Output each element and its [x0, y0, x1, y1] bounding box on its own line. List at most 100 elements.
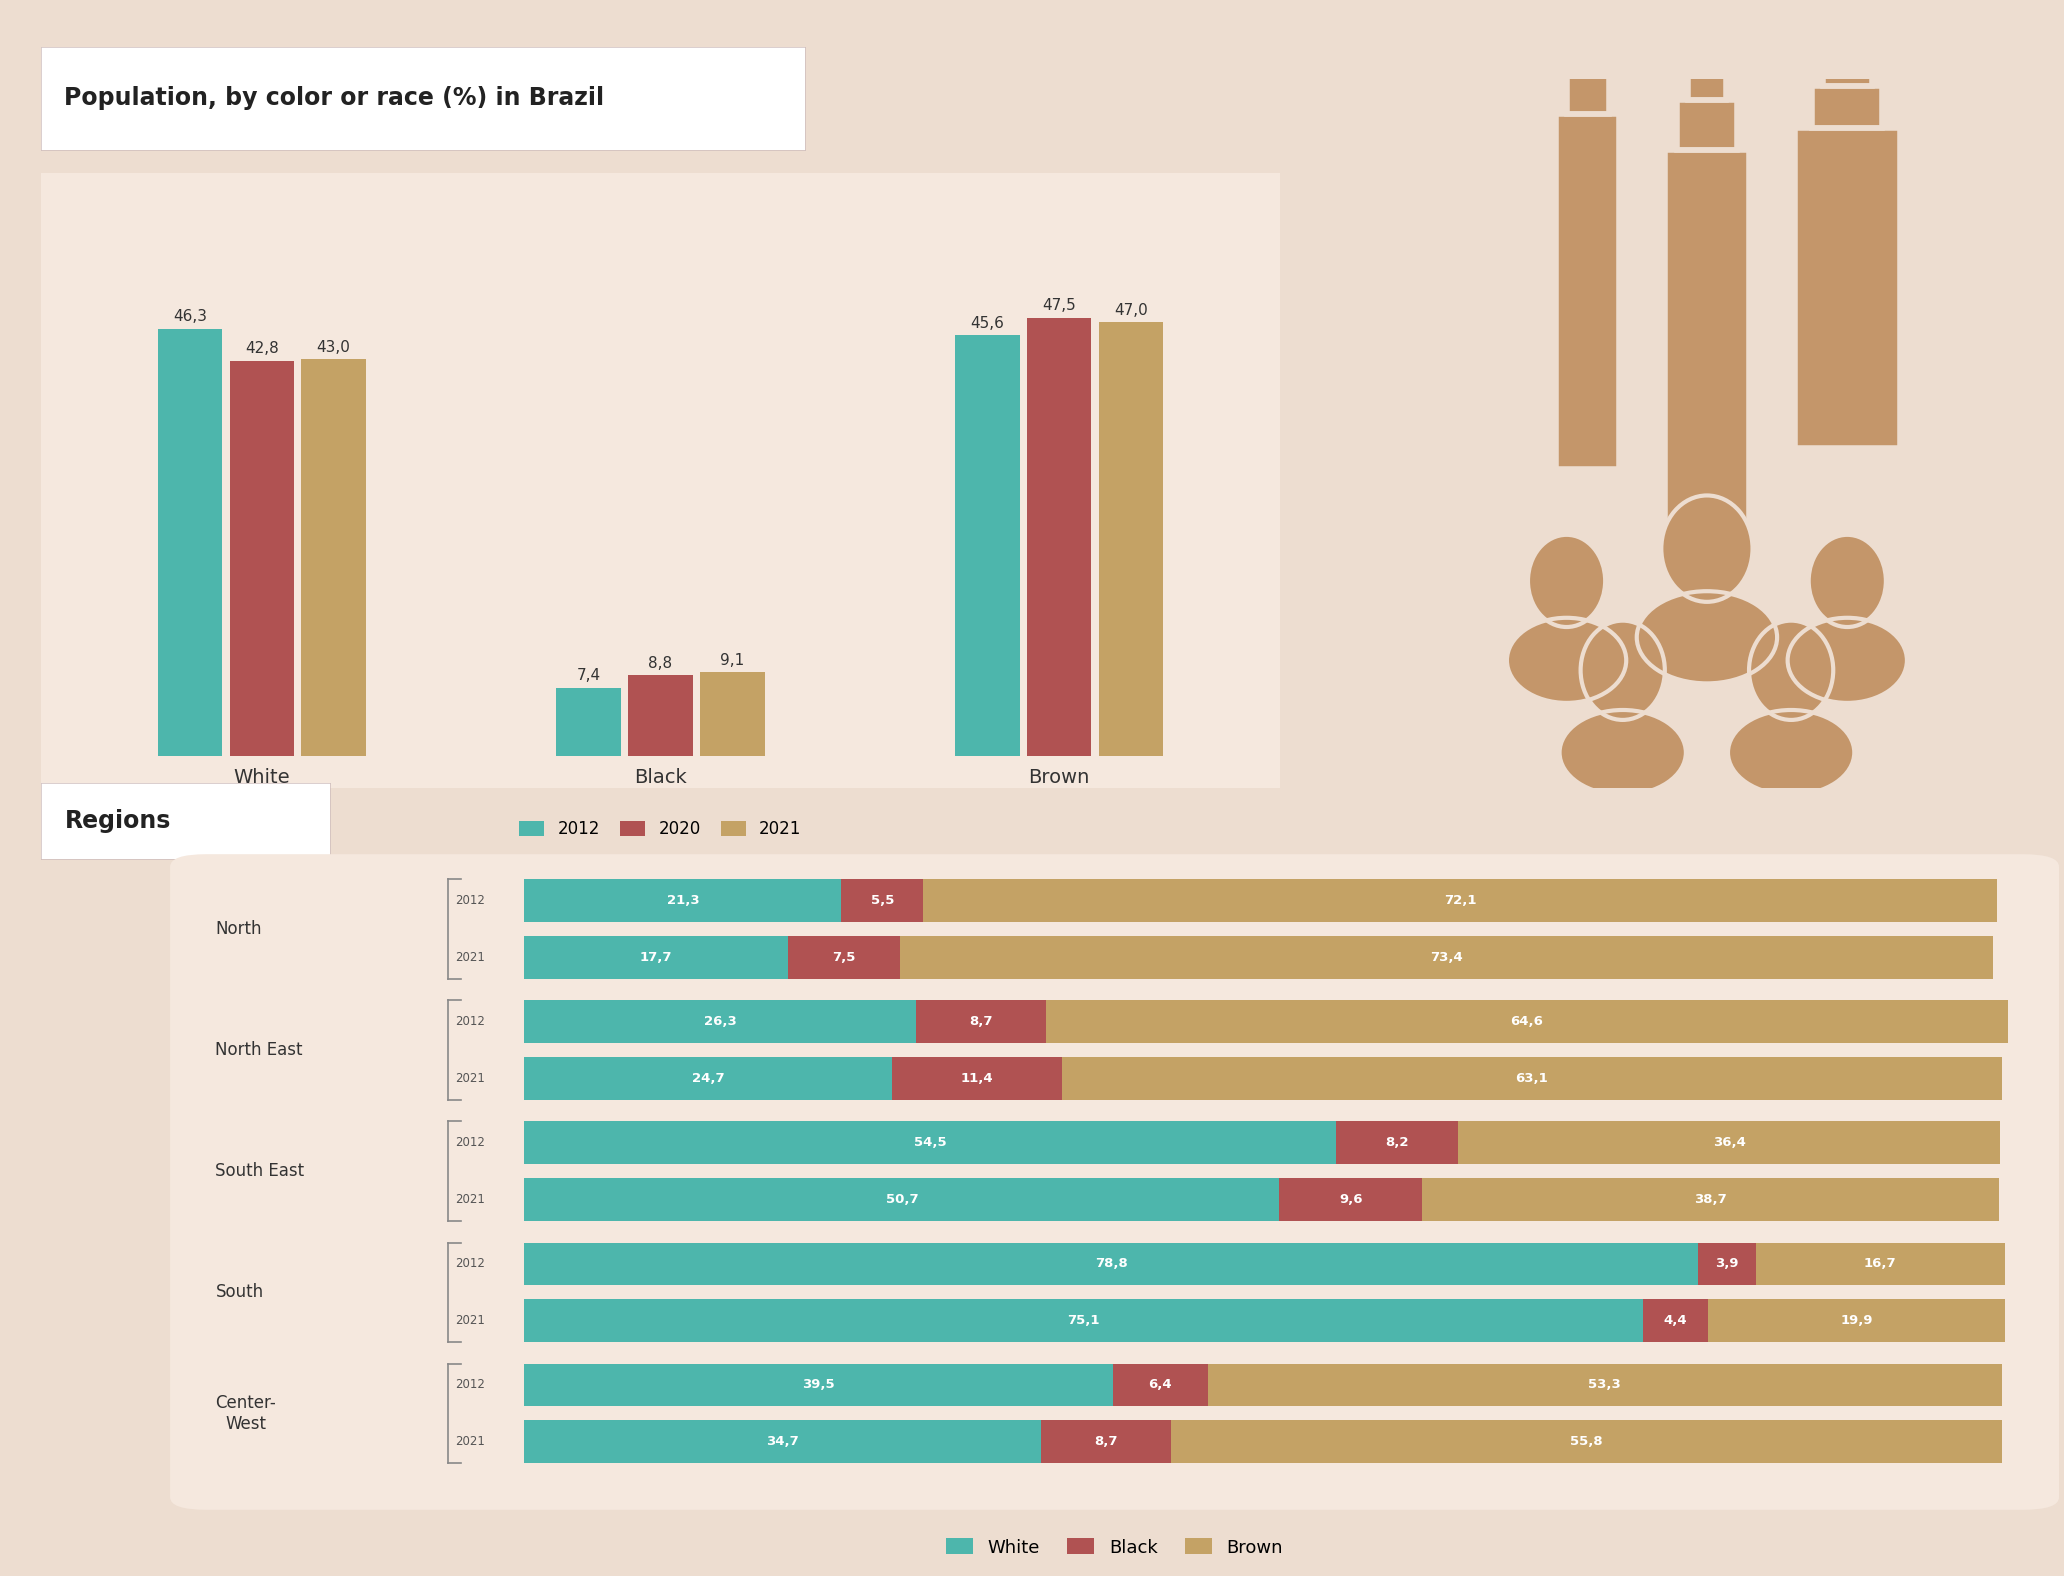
Bar — [524, 1420, 1040, 1463]
Bar — [1678, 101, 1736, 150]
Bar — [1796, 129, 1901, 448]
Text: 2021: 2021 — [456, 1193, 485, 1206]
Text: 39,5: 39,5 — [803, 1379, 834, 1392]
Text: 46,3: 46,3 — [173, 309, 206, 325]
Text: 19,9: 19,9 — [1841, 1314, 1872, 1327]
Text: 5,5: 5,5 — [871, 894, 894, 908]
Text: 73,4: 73,4 — [1430, 950, 1463, 965]
Text: 45,6: 45,6 — [970, 315, 1005, 331]
Ellipse shape — [1560, 709, 1686, 794]
Bar — [1026, 318, 1092, 756]
Bar — [1207, 1363, 2002, 1406]
Text: 11,4: 11,4 — [960, 1072, 993, 1086]
Bar — [1567, 58, 1608, 115]
Bar — [956, 336, 1020, 756]
Text: 9,6: 9,6 — [1340, 1193, 1362, 1206]
Text: 75,1: 75,1 — [1067, 1314, 1100, 1327]
Bar — [923, 879, 1998, 922]
Text: Center-
West: Center- West — [215, 1393, 277, 1433]
Text: 47,5: 47,5 — [1042, 298, 1075, 314]
Bar — [1573, 22, 1602, 58]
Legend: 2012, 2020, 2021: 2012, 2020, 2021 — [512, 813, 809, 845]
Text: 38,7: 38,7 — [1695, 1193, 1728, 1206]
Bar — [1692, 36, 1721, 65]
Ellipse shape — [1662, 495, 1752, 602]
Text: 3,9: 3,9 — [1715, 1258, 1738, 1270]
Bar — [892, 1057, 1061, 1100]
Ellipse shape — [1787, 618, 1907, 703]
Ellipse shape — [1637, 591, 1777, 684]
Text: 8,2: 8,2 — [1385, 1136, 1410, 1149]
Bar — [301, 359, 365, 756]
Bar — [557, 689, 621, 756]
Text: 63,1: 63,1 — [1515, 1072, 1548, 1086]
Text: 36,4: 36,4 — [1713, 1136, 1746, 1149]
Text: 34,7: 34,7 — [766, 1436, 799, 1448]
Bar — [1692, 36, 1721, 65]
Ellipse shape — [1808, 534, 1886, 627]
Text: 2021: 2021 — [456, 1314, 485, 1327]
Text: South East: South East — [215, 1162, 305, 1180]
Text: 8,8: 8,8 — [648, 656, 673, 670]
Bar — [524, 1363, 1112, 1406]
Bar — [1061, 1057, 2002, 1100]
Text: 2012: 2012 — [456, 1015, 485, 1029]
Bar — [900, 936, 1992, 979]
Bar — [1556, 115, 1618, 470]
Ellipse shape — [1728, 709, 1853, 794]
Text: 8,7: 8,7 — [968, 1015, 993, 1029]
Text: 17,7: 17,7 — [640, 950, 673, 965]
Bar — [1756, 1242, 2004, 1286]
Bar — [1280, 1179, 1422, 1221]
Bar — [1823, 58, 1872, 87]
Text: 26,3: 26,3 — [704, 1015, 737, 1029]
Text: 47,0: 47,0 — [1115, 303, 1148, 318]
Text: Regions: Regions — [64, 808, 171, 834]
Bar — [1666, 150, 1748, 539]
Text: Population, by color or race (%) in Brazil: Population, by color or race (%) in Braz… — [64, 87, 605, 110]
Text: 6,4: 6,4 — [1148, 1379, 1172, 1392]
Text: 2012: 2012 — [456, 1136, 485, 1149]
Bar — [1666, 150, 1748, 539]
Text: 2012: 2012 — [456, 1379, 485, 1392]
Bar — [1422, 1179, 1998, 1221]
Text: 78,8: 78,8 — [1094, 1258, 1127, 1270]
Text: 64,6: 64,6 — [1511, 1015, 1544, 1029]
Bar — [788, 936, 900, 979]
Ellipse shape — [1581, 621, 1666, 720]
Bar — [842, 879, 923, 922]
Text: 8,7: 8,7 — [1094, 1436, 1117, 1448]
Bar — [157, 329, 223, 756]
Text: 2012: 2012 — [456, 894, 485, 908]
Text: 2021: 2021 — [456, 950, 485, 965]
Bar — [1170, 1420, 2002, 1463]
Text: 53,3: 53,3 — [1589, 1379, 1620, 1392]
Bar — [1046, 1001, 2008, 1043]
Bar — [1643, 1299, 1709, 1343]
FancyBboxPatch shape — [169, 854, 2060, 1510]
Bar — [700, 673, 764, 756]
Bar — [524, 1001, 916, 1043]
Bar — [524, 1122, 1335, 1165]
Bar — [1098, 322, 1164, 756]
Ellipse shape — [1527, 534, 1606, 627]
Bar — [1573, 22, 1602, 58]
Bar — [1556, 115, 1618, 470]
Text: 54,5: 54,5 — [914, 1136, 947, 1149]
Text: 55,8: 55,8 — [1571, 1436, 1602, 1448]
Bar — [1040, 1420, 1170, 1463]
Text: 24,7: 24,7 — [691, 1072, 724, 1086]
Text: 43,0: 43,0 — [316, 339, 351, 355]
Bar — [1812, 87, 1882, 129]
Ellipse shape — [1748, 621, 1833, 720]
Text: 4,4: 4,4 — [1664, 1314, 1688, 1327]
Bar — [524, 879, 842, 922]
Ellipse shape — [1507, 618, 1626, 703]
Bar — [1688, 65, 1726, 101]
Text: North: North — [215, 920, 262, 938]
Bar — [1567, 58, 1608, 115]
Text: 21,3: 21,3 — [667, 894, 700, 908]
Bar — [1457, 1122, 2000, 1165]
Text: 72,1: 72,1 — [1445, 894, 1476, 908]
Bar — [1699, 1242, 1756, 1286]
